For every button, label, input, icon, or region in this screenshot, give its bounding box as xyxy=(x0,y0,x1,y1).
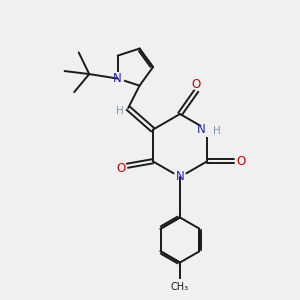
Text: O: O xyxy=(192,77,201,91)
Circle shape xyxy=(174,171,186,183)
Circle shape xyxy=(201,123,214,136)
Text: H: H xyxy=(213,126,220,136)
Text: H: H xyxy=(116,106,124,116)
Text: N: N xyxy=(196,123,205,136)
Text: N: N xyxy=(113,72,122,85)
Text: CH₃: CH₃ xyxy=(171,281,189,292)
Circle shape xyxy=(116,163,127,174)
Circle shape xyxy=(112,73,124,85)
Circle shape xyxy=(173,280,187,293)
Circle shape xyxy=(191,79,202,89)
Circle shape xyxy=(236,156,246,167)
Text: O: O xyxy=(117,162,126,175)
Circle shape xyxy=(116,106,124,115)
Text: N: N xyxy=(176,170,184,184)
Text: O: O xyxy=(236,155,245,168)
